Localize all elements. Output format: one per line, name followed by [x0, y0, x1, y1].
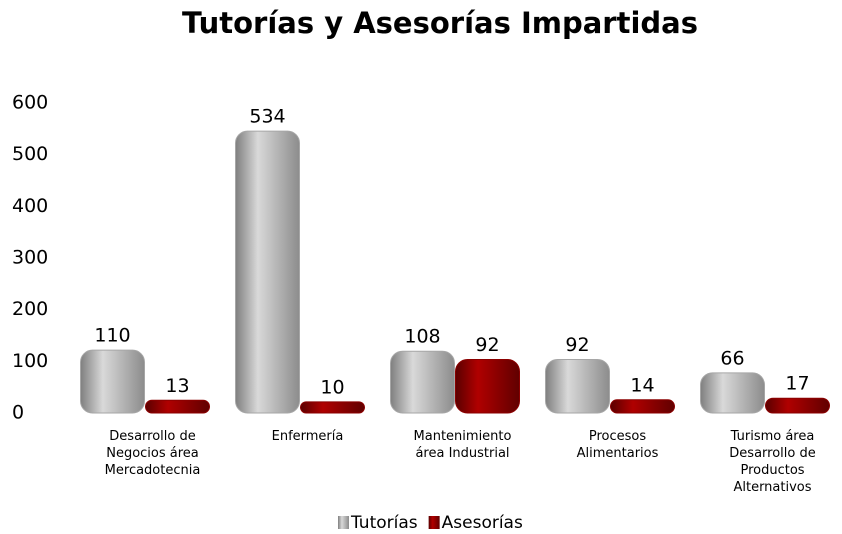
value-label: 14 [630, 374, 654, 396]
bar [455, 358, 520, 414]
legend-label: Asesorías [442, 513, 523, 533]
y-tick-label: 500 [12, 143, 48, 165]
y-tick-label: 0 [12, 402, 24, 424]
value-label: 10 [320, 376, 344, 398]
x-tick-label: Desarrollo de Negocios área Mercadotecni… [104, 429, 201, 478]
bar [765, 397, 830, 414]
bar [545, 358, 610, 414]
bar [80, 349, 145, 414]
value-label: 66 [720, 347, 744, 369]
value-label: 534 [249, 106, 285, 128]
legend-swatch [338, 516, 349, 529]
x-tick-label: Mantenimiento área Industrial [413, 429, 512, 461]
y-tick-label: 400 [12, 195, 48, 217]
value-label: 92 [475, 334, 499, 356]
value-label: 108 [404, 326, 440, 348]
value-label: 110 [94, 325, 130, 347]
bar [145, 399, 210, 414]
y-tick-label: 300 [12, 247, 48, 269]
x-tick-label: Enfermería [271, 429, 344, 444]
value-label: 92 [565, 334, 589, 356]
y-tick-label: 200 [12, 298, 48, 320]
value-label: 13 [165, 375, 189, 397]
bar [300, 401, 365, 414]
legend-swatch [428, 516, 440, 529]
bar [700, 372, 765, 414]
value-label: 17 [785, 373, 809, 395]
x-tick-label: Turismo área Desarrollo de Productos Alt… [729, 429, 816, 495]
chart-title: Tutorías y Asesorías Impartidas [182, 6, 698, 40]
y-tick-label: 600 [12, 92, 48, 114]
x-tick-label: Procesos Alimentarios [576, 429, 659, 461]
legend-label: Tutorías [350, 513, 418, 533]
y-tick-label: 100 [12, 350, 48, 372]
bar [610, 399, 675, 414]
bar [235, 130, 300, 414]
bar [390, 350, 455, 414]
